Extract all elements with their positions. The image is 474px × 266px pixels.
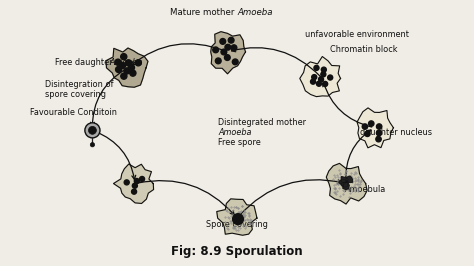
Circle shape — [135, 60, 141, 66]
Circle shape — [134, 178, 139, 184]
Text: spore covering: spore covering — [45, 90, 106, 99]
Circle shape — [319, 77, 324, 82]
Circle shape — [130, 70, 136, 76]
Text: Amoeba: Amoeba — [237, 8, 273, 17]
Text: Amoeba: Amoeba — [109, 58, 143, 67]
Text: Favourable Conditoin: Favourable Conditoin — [30, 108, 117, 117]
Circle shape — [89, 126, 96, 134]
Text: Chromatin block: Chromatin block — [330, 45, 398, 54]
Polygon shape — [346, 176, 353, 182]
Text: Amoebula: Amoebula — [345, 185, 386, 194]
Circle shape — [317, 81, 321, 86]
Circle shape — [225, 44, 231, 50]
Circle shape — [115, 59, 121, 65]
Polygon shape — [341, 181, 348, 187]
Text: Amoeba: Amoeba — [218, 128, 252, 137]
Text: Free daughter: Free daughter — [55, 58, 115, 67]
Circle shape — [119, 62, 126, 68]
Circle shape — [221, 49, 227, 55]
Circle shape — [365, 131, 370, 136]
Circle shape — [323, 81, 328, 86]
Circle shape — [124, 180, 129, 185]
Circle shape — [310, 79, 316, 84]
Circle shape — [85, 123, 100, 138]
Circle shape — [369, 121, 374, 126]
Circle shape — [232, 59, 238, 65]
Circle shape — [376, 130, 382, 136]
Polygon shape — [300, 56, 340, 97]
Circle shape — [314, 65, 319, 70]
Circle shape — [231, 45, 237, 51]
Circle shape — [132, 189, 137, 194]
Polygon shape — [106, 48, 148, 87]
Circle shape — [312, 74, 317, 80]
Circle shape — [124, 68, 130, 74]
Circle shape — [121, 54, 127, 60]
Polygon shape — [343, 182, 349, 189]
Circle shape — [362, 124, 368, 129]
Circle shape — [225, 55, 230, 60]
Circle shape — [132, 183, 137, 188]
Text: Spore covering: Spore covering — [206, 220, 268, 229]
Polygon shape — [113, 164, 154, 203]
Circle shape — [328, 75, 333, 80]
Circle shape — [215, 58, 221, 64]
Polygon shape — [339, 180, 347, 186]
Text: Mature mother: Mature mother — [170, 8, 237, 17]
Polygon shape — [357, 108, 393, 148]
Circle shape — [376, 136, 381, 142]
Polygon shape — [211, 32, 246, 74]
Circle shape — [128, 65, 135, 71]
Circle shape — [126, 60, 132, 66]
Text: daughter nucleus: daughter nucleus — [360, 128, 432, 137]
Circle shape — [116, 66, 122, 73]
Circle shape — [233, 214, 244, 225]
Text: Disintegrated mother: Disintegrated mother — [218, 118, 306, 127]
Circle shape — [139, 176, 145, 181]
Text: Fig: 8.9 Sporulation: Fig: 8.9 Sporulation — [171, 245, 303, 258]
Polygon shape — [326, 163, 367, 204]
Text: Disintegration of: Disintegration of — [45, 80, 113, 89]
Circle shape — [321, 67, 326, 72]
Circle shape — [321, 72, 326, 77]
Circle shape — [213, 47, 219, 53]
Circle shape — [376, 124, 382, 129]
Polygon shape — [217, 199, 257, 235]
Circle shape — [90, 143, 95, 147]
Circle shape — [228, 37, 234, 43]
Polygon shape — [341, 177, 348, 182]
Circle shape — [121, 73, 127, 79]
Text: unfavorable environment: unfavorable environment — [305, 30, 409, 39]
Text: Free spore: Free spore — [218, 138, 261, 147]
Circle shape — [220, 39, 226, 44]
